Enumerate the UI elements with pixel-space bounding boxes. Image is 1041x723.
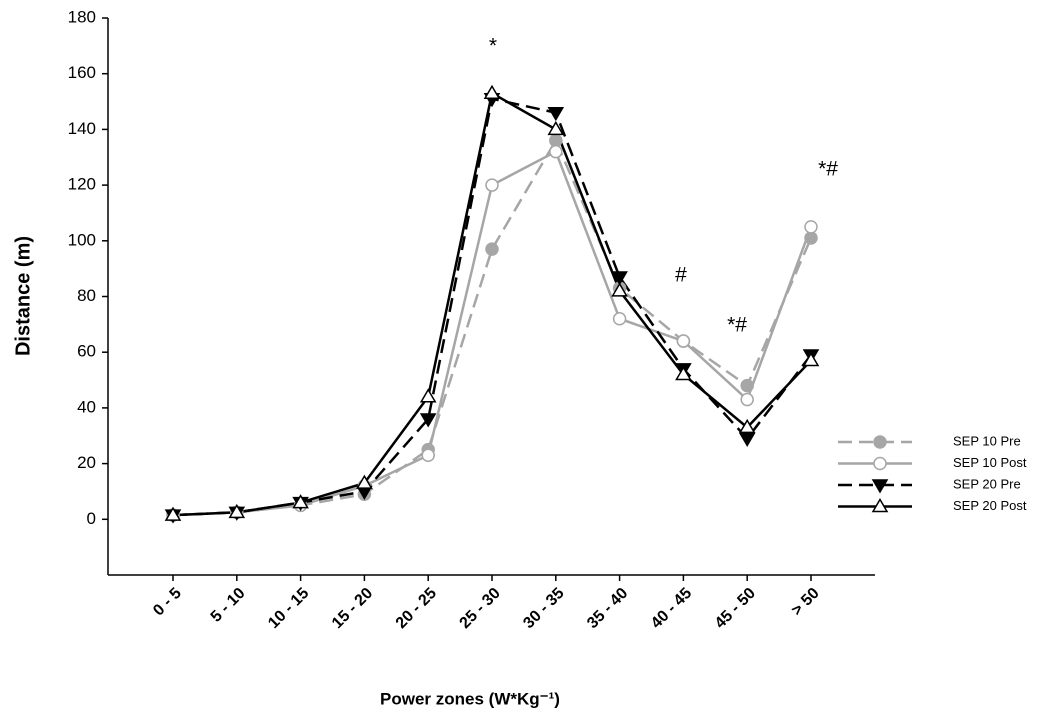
- data-point: [740, 392, 754, 407]
- data-point: [483, 84, 501, 99]
- series-line: [172, 97, 812, 517]
- data-point: [547, 106, 565, 122]
- data-point: [611, 282, 628, 297]
- y-tick-label: 20: [77, 453, 96, 472]
- y-tick-label: 80: [77, 286, 96, 305]
- data-point: [740, 378, 754, 393]
- y-tick-label: 40: [77, 397, 96, 416]
- data-point: [421, 448, 435, 462]
- x-tick-label: 30 - 35: [520, 585, 567, 632]
- y-tick-label: 140: [68, 119, 96, 138]
- data-point: [804, 231, 818, 245]
- data-point: [549, 144, 563, 159]
- x-tick-label: 10 - 15: [265, 585, 312, 632]
- data-point: [228, 503, 246, 519]
- data-point: [549, 133, 563, 148]
- y-tick-label: 100: [68, 230, 96, 249]
- data-point: [738, 432, 756, 448]
- series-line: [172, 91, 812, 517]
- series-line: [172, 137, 813, 517]
- legend-label: SEP 20 Pre: [953, 476, 1021, 491]
- data-point: [164, 506, 182, 521]
- y-tick-label: 0: [87, 509, 96, 528]
- data-point: [675, 365, 692, 381]
- x-tick-label: 0 - 5: [150, 585, 185, 620]
- x-tick-label: 25 - 30: [457, 585, 504, 632]
- legend-label: SEP 10 Post: [953, 455, 1027, 470]
- data-point: [612, 312, 627, 326]
- annotation: #: [675, 264, 687, 287]
- x-axis-label: Power zones (W*Kg⁻¹): [380, 689, 560, 708]
- x-tick-label: 40 - 45: [648, 585, 695, 632]
- legend-marker: [873, 435, 887, 449]
- data-point: [804, 220, 818, 234]
- series-line: [172, 149, 813, 517]
- x-tick-label: 5 - 10: [208, 585, 249, 626]
- x-tick-label: > 50: [788, 585, 822, 619]
- y-tick-label: 120: [68, 175, 96, 194]
- data-point: [547, 120, 565, 136]
- x-tick-label: 20 - 25: [393, 585, 440, 632]
- x-tick-label: 45 - 50: [712, 585, 759, 632]
- data-point: [676, 334, 691, 348]
- y-axis-label: Distance (m): [12, 236, 34, 356]
- legend-marker: [871, 498, 889, 513]
- data-point: [738, 418, 756, 434]
- annotation: *#: [818, 158, 838, 181]
- data-point: [292, 494, 309, 509]
- legend-label: SEP 20 Post: [953, 498, 1027, 513]
- legend-marker: [873, 456, 887, 471]
- legend-label: SEP 10 Pre: [953, 433, 1021, 448]
- annotation: *: [489, 35, 497, 58]
- data-point: [356, 474, 373, 489]
- annotation: *#: [727, 314, 747, 337]
- data-point: [802, 352, 820, 367]
- legend-marker: [871, 479, 889, 494]
- x-tick-label: 35 - 40: [584, 585, 631, 632]
- y-tick-label: 180: [68, 7, 96, 26]
- data-point: [485, 242, 499, 256]
- data-point: [419, 413, 437, 428]
- data-point: [485, 178, 499, 192]
- data-point: [611, 271, 628, 286]
- y-tick-label: 60: [77, 342, 96, 361]
- y-tick-label: 160: [68, 63, 96, 82]
- data-point: [419, 388, 437, 403]
- x-tick-label: 15 - 20: [329, 585, 376, 632]
